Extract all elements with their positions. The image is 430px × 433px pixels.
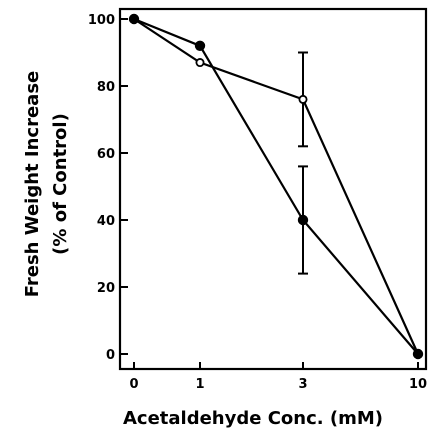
y-axis-title-line2: (% of Control) bbox=[50, 113, 71, 255]
y-axis: 0 20 40 60 80 100 bbox=[88, 13, 128, 363]
series-1-line bbox=[133, 17, 419, 355]
series-2-point-3 bbox=[298, 94, 308, 104]
y-tick-label-40: 40 bbox=[97, 214, 115, 229]
x-axis: 0 1 3 10 bbox=[129, 362, 427, 392]
plot-frame bbox=[118, 7, 428, 371]
series-2-point-1 bbox=[195, 58, 205, 68]
x-tick-label-10: 10 bbox=[409, 377, 427, 392]
series-layer bbox=[128, 13, 424, 360]
series-1-point-3 bbox=[297, 214, 309, 226]
series-1-point-10 bbox=[412, 348, 424, 360]
x-tick-label-3: 3 bbox=[298, 377, 307, 392]
x-axis-title: Acetaldehyde Conc. (mM) bbox=[123, 408, 383, 429]
x-tick-label-1: 1 bbox=[195, 377, 204, 392]
y-tick-label-80: 80 bbox=[97, 80, 115, 95]
y-tick-label-100: 100 bbox=[88, 13, 115, 28]
y-tick-label-20: 20 bbox=[97, 281, 115, 296]
y-tick-label-60: 60 bbox=[97, 147, 115, 162]
series-1-point-0 bbox=[128, 13, 140, 25]
x-tick-label-0: 0 bbox=[129, 377, 138, 392]
y-tick-label-0: 0 bbox=[106, 348, 115, 363]
series-2-line bbox=[133, 18, 420, 355]
y-axis-title-line1: Fresh Weight Increase bbox=[22, 71, 43, 298]
series-1-point-1 bbox=[194, 40, 206, 52]
